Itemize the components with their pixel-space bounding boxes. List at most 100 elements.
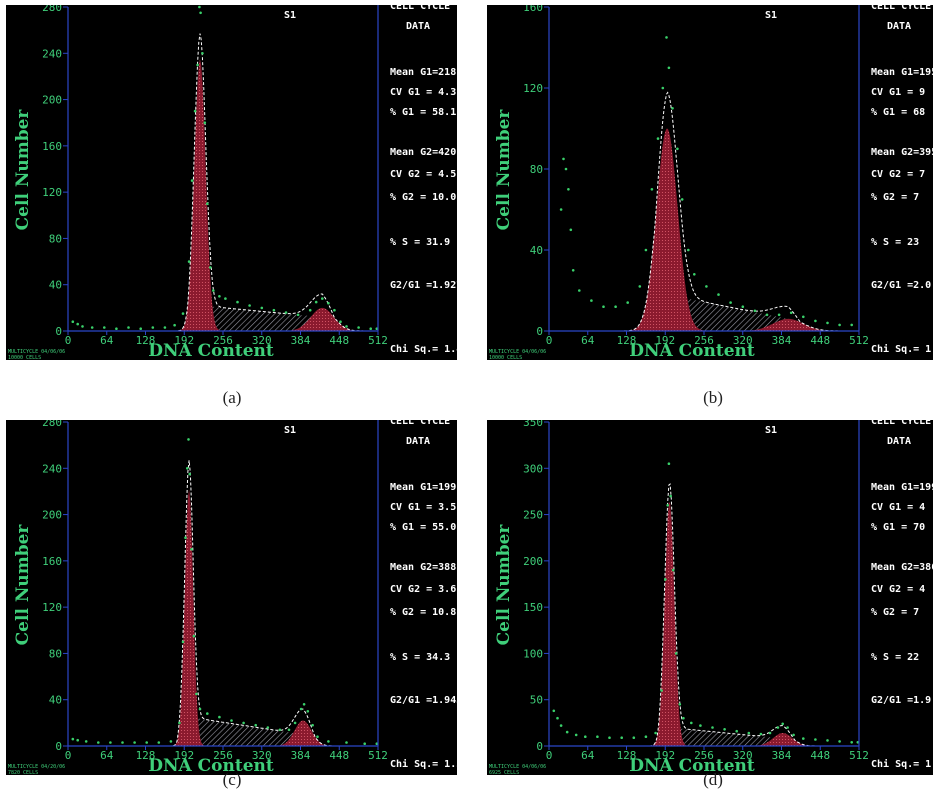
stats-title-line2: DATA [887,21,911,32]
stat-mean-g1: Mean G1=195 [871,67,933,78]
x-tick-label: 192 [655,334,675,347]
y-tick-label: 40 [530,244,543,257]
caption-c: (c) [222,770,242,789]
data-point [632,736,636,739]
y-tick-label: 280 [42,420,62,429]
stat-g2-g1-ratio: G2/G1 =1.927 [390,280,457,291]
x-tick-label: 256 [213,749,233,762]
data-point [193,109,197,113]
stats-title-line2: DATA [406,21,430,32]
data-point [199,11,202,15]
x-tick-label: 512 [849,749,869,762]
data-point [654,731,657,735]
stat-g2-g1-ratio: G2/G1 =1.943 [390,695,457,706]
data-point [776,726,780,729]
data-point [121,741,124,744]
data-point [190,548,193,551]
plot-background [6,420,457,775]
data-point [747,731,751,735]
data-point [212,289,215,292]
stat-pct-s: % S = 31.9 [390,237,450,248]
data-point [669,494,672,498]
data-point [792,733,795,737]
data-point [157,741,161,744]
data-point [644,248,648,252]
data-point [97,741,100,744]
data-point [188,472,191,476]
data-point [650,188,654,191]
y-tick-label: 80 [49,232,62,245]
data-point [195,692,198,696]
data-point [826,739,829,742]
data-point [814,319,817,323]
data-point [103,326,106,329]
data-point [201,52,204,55]
data-point [680,198,684,201]
data-point [671,568,675,572]
y-tick-label: 350 [523,420,543,429]
data-point [133,741,136,744]
data-point [218,295,221,298]
data-point [178,721,181,725]
data-point [802,737,805,740]
footer-line2: 6925 CELLS [489,770,519,775]
data-point [333,308,336,312]
histogram-a: 0 40 80 120 160 200 240 280 0 64 128 192 256 320 384 44… [6,5,457,360]
x-tick-label: 320 [252,749,272,762]
histogram-d: 0 50 100 150 200 250 300 350 0 64 128 192 256 320 384 4… [487,420,933,775]
s-phase-area [68,305,378,331]
stat-cv-g1: CV G1 = 3.5 [390,502,456,513]
data-point [163,326,167,329]
stat-mean-g2: Mean G2=386 [871,562,933,573]
x-tick-label: 448 [329,334,349,347]
data-point [838,323,841,327]
data-point [564,167,568,171]
data-point [203,121,207,124]
x-tick-label: 64 [581,334,595,347]
data-point [735,729,738,733]
y-tick-label: 240 [42,462,62,475]
y-axis-label: Cell Number [494,109,514,231]
y-tick-label: 200 [523,555,543,568]
data-point [571,269,575,272]
data-point [254,723,257,727]
caption-b: (b) [703,388,723,407]
stat-pct-s: % S = 22 [871,652,919,663]
x-tick-label: 64 [581,749,595,762]
panel-a: 0 40 80 120 160 200 240 280 0 64 128 192 256 320 384 44… [6,5,457,360]
data-point [667,66,671,70]
data-point [777,313,781,317]
data-point [76,738,79,742]
data-point [357,326,360,329]
data-point [327,301,330,305]
data-point [626,301,629,304]
data-point [321,297,324,300]
x-tick-label: 128 [136,334,156,347]
x-tick-label: 128 [617,334,637,347]
g2-peak-area [68,307,378,331]
data-point [181,312,185,315]
data-point [667,462,671,465]
data-point [206,712,209,715]
data-point [206,202,209,205]
stat-chi-sq: Chi Sq.= 1 [871,343,931,355]
x-tick-label: 512 [368,749,388,762]
x-axis-label: DNA Content [148,756,274,775]
y-tick-label: 0 [536,740,543,753]
data-point [71,320,75,324]
stats-title-line1: CELL CYCLE [390,420,450,427]
stats-title-line1: CELL CYCLE [871,420,931,427]
data-point [173,323,176,327]
data-point [590,299,593,302]
chart-title: S1 [284,10,296,21]
x-tick-label: 192 [655,749,675,762]
y-tick-label: 300 [523,462,543,475]
stat-mean-g1: Mean G1=218.0 [390,67,457,78]
data-point [71,737,75,741]
y-tick-label: 40 [49,694,62,707]
g2-peak-area [549,318,859,331]
stat-pct-g1: % G1 = 58.1 [390,107,456,118]
x-tick-label: 320 [733,749,753,762]
data-point [198,5,201,9]
data-point [266,726,270,729]
